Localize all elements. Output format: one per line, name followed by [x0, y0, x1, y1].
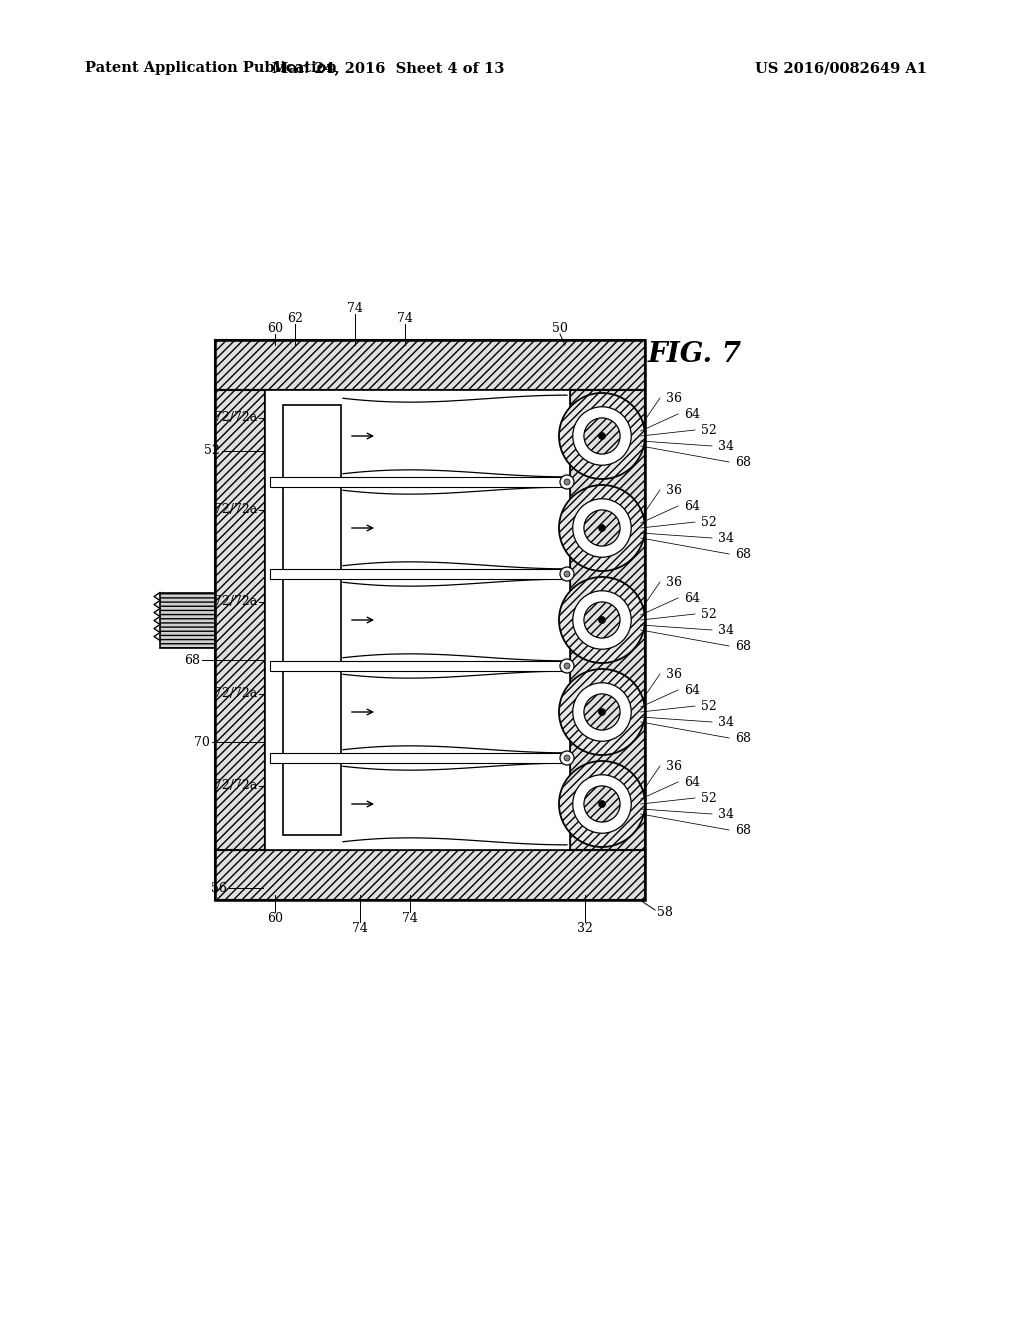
Circle shape: [559, 393, 645, 479]
Circle shape: [572, 499, 631, 557]
Text: 52: 52: [701, 792, 717, 804]
Text: 68: 68: [735, 548, 751, 561]
Bar: [215, 850, 645, 900]
Polygon shape: [343, 579, 567, 661]
Text: 34: 34: [718, 440, 734, 453]
Text: 74: 74: [397, 312, 413, 325]
Bar: [265, 389, 570, 850]
Text: 70: 70: [195, 735, 210, 748]
Text: 58: 58: [657, 906, 673, 919]
Text: 72/72a: 72/72a: [214, 688, 257, 701]
Text: 60: 60: [267, 912, 283, 924]
Bar: [215, 389, 265, 850]
Circle shape: [559, 577, 645, 663]
Text: 62: 62: [287, 312, 303, 325]
Text: 36: 36: [666, 759, 682, 772]
Text: 52: 52: [701, 516, 717, 528]
Text: 36: 36: [666, 392, 682, 404]
Circle shape: [559, 669, 645, 755]
Bar: [270, 661, 562, 671]
Text: 72/72a: 72/72a: [214, 412, 257, 425]
Circle shape: [598, 433, 605, 440]
Circle shape: [564, 755, 570, 762]
Bar: [160, 593, 215, 648]
Polygon shape: [343, 671, 567, 752]
Text: 36: 36: [666, 668, 682, 681]
Text: 68: 68: [735, 731, 751, 744]
Text: Patent Application Publication: Patent Application Publication: [85, 61, 337, 75]
Circle shape: [572, 591, 631, 649]
Circle shape: [598, 709, 605, 715]
Circle shape: [598, 616, 605, 623]
Text: 52: 52: [701, 607, 717, 620]
Circle shape: [559, 484, 645, 572]
Text: US 2016/0082649 A1: US 2016/0082649 A1: [755, 61, 927, 75]
Text: 34: 34: [718, 808, 734, 821]
Text: 64: 64: [684, 408, 700, 421]
Circle shape: [572, 775, 631, 833]
Text: 52: 52: [701, 424, 717, 437]
Circle shape: [572, 682, 631, 742]
Circle shape: [560, 568, 574, 581]
Polygon shape: [343, 763, 567, 845]
Text: 74: 74: [352, 921, 368, 935]
Text: 36: 36: [666, 576, 682, 589]
Circle shape: [584, 694, 621, 730]
Text: 74: 74: [347, 301, 362, 314]
Text: 34: 34: [718, 532, 734, 544]
Text: 72/72a: 72/72a: [214, 503, 257, 516]
Text: 64: 64: [684, 499, 700, 512]
Text: 64: 64: [684, 684, 700, 697]
Circle shape: [564, 479, 570, 484]
Circle shape: [564, 663, 570, 669]
Bar: [270, 477, 562, 487]
Circle shape: [560, 751, 574, 766]
Circle shape: [584, 418, 621, 454]
Bar: [215, 341, 645, 900]
Circle shape: [598, 524, 605, 532]
Polygon shape: [343, 395, 567, 477]
Circle shape: [560, 475, 574, 488]
Text: 52: 52: [204, 445, 220, 458]
Text: 50: 50: [552, 322, 568, 334]
Text: 72/72a: 72/72a: [214, 780, 257, 792]
Text: 68: 68: [735, 824, 751, 837]
Bar: [570, 389, 645, 850]
Text: 72/72a: 72/72a: [214, 595, 257, 609]
Bar: [215, 341, 645, 389]
Circle shape: [584, 785, 621, 822]
Text: 68: 68: [735, 455, 751, 469]
Circle shape: [560, 659, 574, 673]
Text: 68: 68: [735, 639, 751, 652]
Bar: [283, 405, 341, 836]
Text: 68: 68: [184, 653, 200, 667]
Text: 56: 56: [211, 882, 227, 895]
Circle shape: [572, 407, 631, 465]
Text: 34: 34: [718, 715, 734, 729]
Text: 52: 52: [701, 700, 717, 713]
Text: 36: 36: [666, 483, 682, 496]
Circle shape: [584, 602, 621, 638]
Bar: [270, 752, 562, 763]
Text: 74: 74: [402, 912, 418, 924]
Text: 34: 34: [718, 623, 734, 636]
Polygon shape: [343, 487, 567, 569]
Circle shape: [559, 762, 645, 847]
Circle shape: [564, 572, 570, 577]
Text: Mar. 24, 2016  Sheet 4 of 13: Mar. 24, 2016 Sheet 4 of 13: [271, 61, 504, 75]
Text: 64: 64: [684, 591, 700, 605]
Text: FIG. 7: FIG. 7: [648, 342, 742, 368]
Circle shape: [598, 800, 605, 808]
Text: 32: 32: [578, 921, 593, 935]
Text: 60: 60: [267, 322, 283, 334]
Bar: [270, 569, 562, 579]
Text: 64: 64: [684, 776, 700, 788]
Circle shape: [584, 510, 621, 546]
